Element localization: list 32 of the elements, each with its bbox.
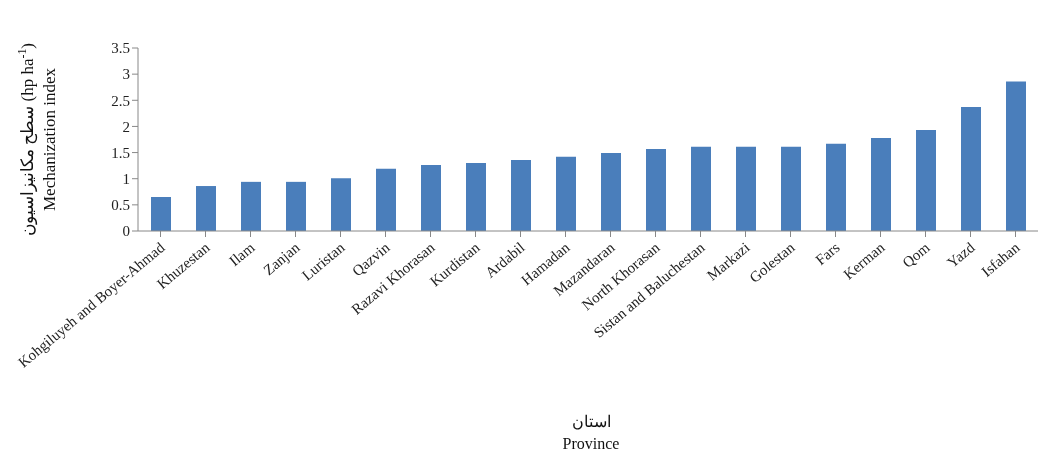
x-tick-label: Yazd xyxy=(944,238,978,271)
y-tick-label: 2.5 xyxy=(111,92,130,109)
y-tick-label: 0 xyxy=(122,223,130,240)
bar xyxy=(781,146,801,231)
y-tick-label: 3.5 xyxy=(111,40,130,57)
y-tick-label: 2 xyxy=(122,118,130,135)
y-tick-label: 0.5 xyxy=(111,197,130,214)
x-tick-label: Fars xyxy=(812,239,843,269)
bar xyxy=(1006,81,1026,231)
bar xyxy=(601,153,621,231)
bar xyxy=(241,181,261,231)
x-tick-label: Qom xyxy=(899,238,933,271)
bar xyxy=(376,168,396,231)
bar xyxy=(556,156,576,231)
bar xyxy=(871,137,891,231)
bar xyxy=(691,146,711,231)
y-tick-label: 1 xyxy=(122,171,130,188)
bar xyxy=(736,146,756,231)
x-tick-label: Ilam xyxy=(226,238,258,270)
bar xyxy=(151,197,171,231)
bar xyxy=(466,163,486,231)
bar xyxy=(916,130,936,231)
bar xyxy=(961,107,981,231)
bar xyxy=(196,186,216,231)
bar xyxy=(286,181,306,231)
y-tick-label: 3 xyxy=(122,66,130,83)
bar xyxy=(511,159,531,231)
y-tick-label: 1.5 xyxy=(111,144,130,161)
bar xyxy=(646,148,666,231)
bar xyxy=(826,143,846,231)
bar xyxy=(331,178,351,231)
bar xyxy=(421,165,441,231)
